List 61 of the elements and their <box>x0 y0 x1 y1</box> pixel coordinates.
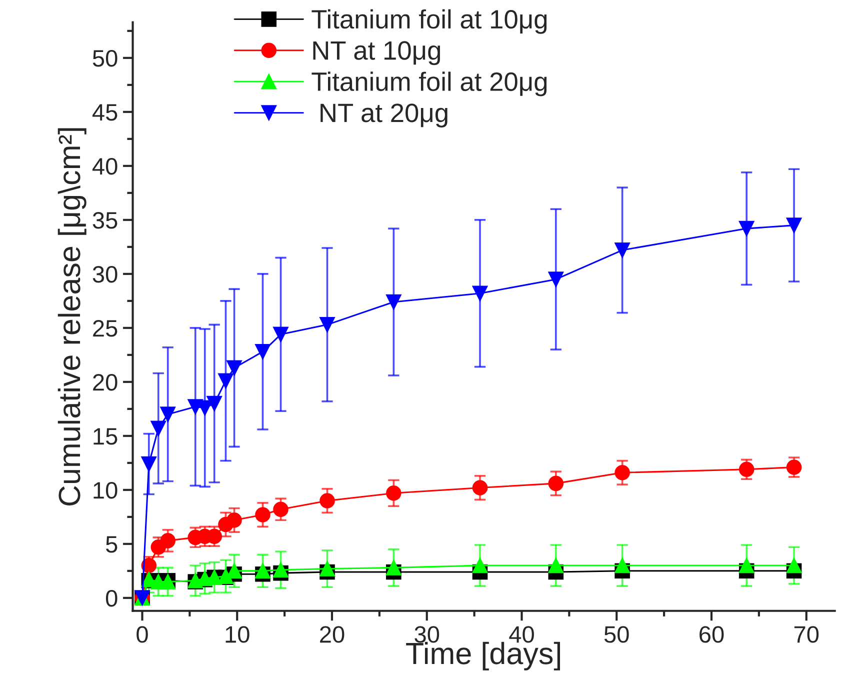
point <box>320 493 335 508</box>
point <box>320 317 335 332</box>
point <box>255 344 270 360</box>
point <box>226 563 242 579</box>
point <box>738 558 754 574</box>
y-tick-label: 20 <box>93 374 118 391</box>
legend-label: Titanium foil at 10μg <box>312 9 547 34</box>
x-tick-label: 50 <box>604 626 629 643</box>
y-tick-label: 0 <box>106 590 118 607</box>
point <box>786 460 802 475</box>
y-tick-label: 50 <box>92 50 118 67</box>
x-axis-title: Time [days] <box>406 642 560 670</box>
point <box>614 242 630 258</box>
point <box>386 294 402 310</box>
legend-label: Titanium foil at 20μg <box>312 72 547 96</box>
x-tick-label: 0 <box>136 626 148 643</box>
point <box>218 373 234 388</box>
point <box>206 396 222 412</box>
x-tick-label: 60 <box>700 626 724 643</box>
x-tick-label: 30 <box>414 626 440 643</box>
y-tick-label: 30 <box>92 266 118 283</box>
point <box>472 286 488 301</box>
y-tick-label: 10 <box>94 482 118 499</box>
point <box>386 560 402 576</box>
y-tick-label: 25 <box>93 320 118 337</box>
point <box>160 406 176 422</box>
point <box>320 561 335 576</box>
point <box>150 420 166 436</box>
point <box>273 562 288 578</box>
y-tick-label: 15 <box>94 428 118 445</box>
point <box>386 486 402 501</box>
point <box>226 360 242 376</box>
point <box>273 502 288 517</box>
point <box>786 218 802 233</box>
point <box>141 456 157 472</box>
point <box>472 480 488 496</box>
y-axis-title: Cumulative release [μg\cm²] <box>58 128 86 506</box>
y-tick-label: 45 <box>92 104 118 121</box>
x-tick-label: 20 <box>320 626 344 643</box>
legend-label: NT at 20μg <box>320 104 448 128</box>
y-tick-label: 5 <box>106 536 118 553</box>
point <box>226 512 242 528</box>
point <box>738 220 754 236</box>
point <box>786 558 802 574</box>
point <box>273 326 288 342</box>
point <box>548 272 564 287</box>
x-tick-label: 40 <box>509 626 534 643</box>
point <box>738 462 754 478</box>
legend-label: NT at 10μg <box>313 41 440 66</box>
x-tick-label: 70 <box>794 626 819 643</box>
x-tick-label: 10 <box>226 626 250 643</box>
point <box>255 507 270 522</box>
point <box>614 558 630 574</box>
point <box>160 533 176 548</box>
point <box>614 464 630 480</box>
y-tick-label: 40 <box>92 158 118 175</box>
point <box>548 558 564 574</box>
y-tick-label: 35 <box>92 212 118 229</box>
point <box>255 563 270 579</box>
point <box>548 476 564 492</box>
point <box>472 558 488 574</box>
